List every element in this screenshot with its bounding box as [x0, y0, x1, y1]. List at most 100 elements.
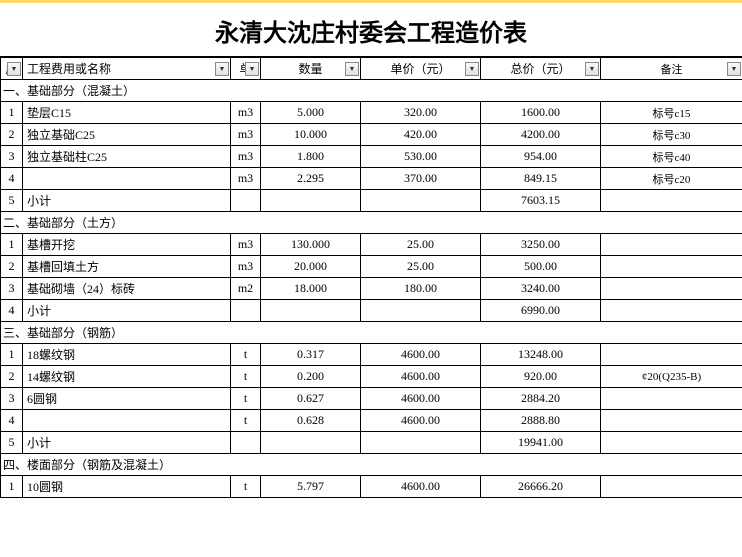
seq-cell: 4 [1, 300, 23, 322]
col-header-note[interactable]: 备注 ▼ [601, 58, 742, 80]
seq-cell: 3 [1, 388, 23, 410]
col-header-total[interactable]: 总价（元） ▼ [481, 58, 601, 80]
col-header-seq[interactable]: 序 ▼ [1, 58, 23, 80]
qty-cell: 0.317 [261, 344, 361, 366]
col-header-name[interactable]: 工程费用或名称 ▼ [23, 58, 231, 80]
unit-cell [231, 190, 261, 212]
col-header-name-label: 工程费用或名称 [27, 60, 111, 77]
filter-icon[interactable]: ▼ [245, 62, 259, 76]
note-cell [601, 300, 742, 322]
total-cell: 920.00 [481, 366, 601, 388]
qty-cell: 1.800 [261, 146, 361, 168]
table-row: 5小计7603.15 [1, 190, 742, 212]
seq-cell: 5 [1, 190, 23, 212]
col-header-qty[interactable]: 数量 ▼ [261, 58, 361, 80]
unit-cell: t [231, 366, 261, 388]
total-cell: 3250.00 [481, 234, 601, 256]
note-cell: 标号c40 [601, 146, 742, 168]
header-row: 序 ▼ 工程费用或名称 ▼ 单 ▼ 数量 ▼ 单价（元） ▼ [1, 58, 742, 80]
cost-table: 序 ▼ 工程费用或名称 ▼ 单 ▼ 数量 ▼ 单价（元） ▼ [0, 57, 742, 498]
price-cell [361, 190, 481, 212]
table-row: 214螺纹钢t0.2004600.00920.00¢20(Q235-B) [1, 366, 742, 388]
total-cell: 2888.80 [481, 410, 601, 432]
col-header-price[interactable]: 单价（元） ▼ [361, 58, 481, 80]
filter-icon[interactable]: ▼ [215, 62, 229, 76]
table-row: 4t0.6284600.002888.80 [1, 410, 742, 432]
seq-cell: 1 [1, 102, 23, 124]
name-cell: 小计 [23, 432, 231, 454]
table-row: 110圆钢t5.7974600.0026666.20 [1, 476, 742, 498]
col-header-qty-label: 数量 [298, 60, 322, 77]
name-cell: 18螺纹钢 [23, 344, 231, 366]
total-cell: 26666.20 [481, 476, 601, 498]
seq-cell: 2 [1, 124, 23, 146]
name-cell: 基槽回填土方 [23, 256, 231, 278]
name-cell: 基础砌墙（24）标砖 [23, 278, 231, 300]
total-cell: 7603.15 [481, 190, 601, 212]
section-header-cell: 四、楼面部分（钢筋及混凝土） [1, 454, 742, 476]
seq-cell: 4 [1, 410, 23, 432]
note-cell [601, 190, 742, 212]
qty-cell: 0.200 [261, 366, 361, 388]
total-cell: 2884.20 [481, 388, 601, 410]
unit-cell: t [231, 410, 261, 432]
seq-cell: 3 [1, 278, 23, 300]
filter-icon[interactable]: ▼ [727, 62, 741, 76]
price-cell [361, 300, 481, 322]
total-cell: 19941.00 [481, 432, 601, 454]
section-header-cell: 一、基础部分（混凝土） [1, 80, 742, 102]
total-cell: 13248.00 [481, 344, 601, 366]
col-header-unit[interactable]: 单 ▼ [231, 58, 261, 80]
section-header-cell: 二、基础部分（土方） [1, 212, 742, 234]
price-cell: 530.00 [361, 146, 481, 168]
name-cell: 独立基础柱C25 [23, 146, 231, 168]
price-cell: 25.00 [361, 234, 481, 256]
qty-cell [261, 300, 361, 322]
table-row: 3基础砌墙（24）标砖m218.000180.003240.00 [1, 278, 742, 300]
price-cell: 370.00 [361, 168, 481, 190]
unit-cell: m3 [231, 146, 261, 168]
table-row: 4小计 6990.00 [1, 300, 742, 322]
note-cell: ¢20(Q235-B) [601, 366, 742, 388]
section-header-row: 一、基础部分（混凝土） [1, 80, 742, 102]
table-row: 2独立基础C25m310.000420.004200.00标号c30 [1, 124, 742, 146]
table-row: 2基槽回填土方m320.00025.00500.00 [1, 256, 742, 278]
seq-cell: 1 [1, 476, 23, 498]
unit-cell: t [231, 388, 261, 410]
note-cell: 标号c30 [601, 124, 742, 146]
total-cell: 4200.00 [481, 124, 601, 146]
page-title: 永清大沈庄村委会工程造价表 [0, 3, 742, 57]
price-cell: 420.00 [361, 124, 481, 146]
price-cell: 4600.00 [361, 366, 481, 388]
unit-cell [231, 300, 261, 322]
qty-cell: 18.000 [261, 278, 361, 300]
qty-cell [261, 432, 361, 454]
unit-cell: m3 [231, 234, 261, 256]
qty-cell: 0.627 [261, 388, 361, 410]
qty-cell: 130.000 [261, 234, 361, 256]
qty-cell [261, 190, 361, 212]
filter-icon[interactable]: ▼ [7, 62, 21, 76]
note-cell [601, 410, 742, 432]
total-cell: 3240.00 [481, 278, 601, 300]
unit-cell: m3 [231, 102, 261, 124]
price-cell [361, 432, 481, 454]
price-cell: 180.00 [361, 278, 481, 300]
seq-cell: 1 [1, 234, 23, 256]
note-cell [601, 476, 742, 498]
name-cell: 小计 [23, 300, 231, 322]
price-cell: 4600.00 [361, 476, 481, 498]
total-cell: 6990.00 [481, 300, 601, 322]
seq-cell: 2 [1, 366, 23, 388]
table-body: 一、基础部分（混凝土）1垫层C15m35.000320.001600.00标号c… [1, 80, 742, 498]
filter-icon[interactable]: ▼ [585, 62, 599, 76]
unit-cell: m3 [231, 124, 261, 146]
qty-cell: 2.295 [261, 168, 361, 190]
name-cell [23, 168, 231, 190]
total-cell: 849.15 [481, 168, 601, 190]
filter-icon[interactable]: ▼ [345, 62, 359, 76]
filter-icon[interactable]: ▼ [465, 62, 479, 76]
seq-cell: 1 [1, 344, 23, 366]
seq-cell: 2 [1, 256, 23, 278]
name-cell: 基槽开挖 [23, 234, 231, 256]
